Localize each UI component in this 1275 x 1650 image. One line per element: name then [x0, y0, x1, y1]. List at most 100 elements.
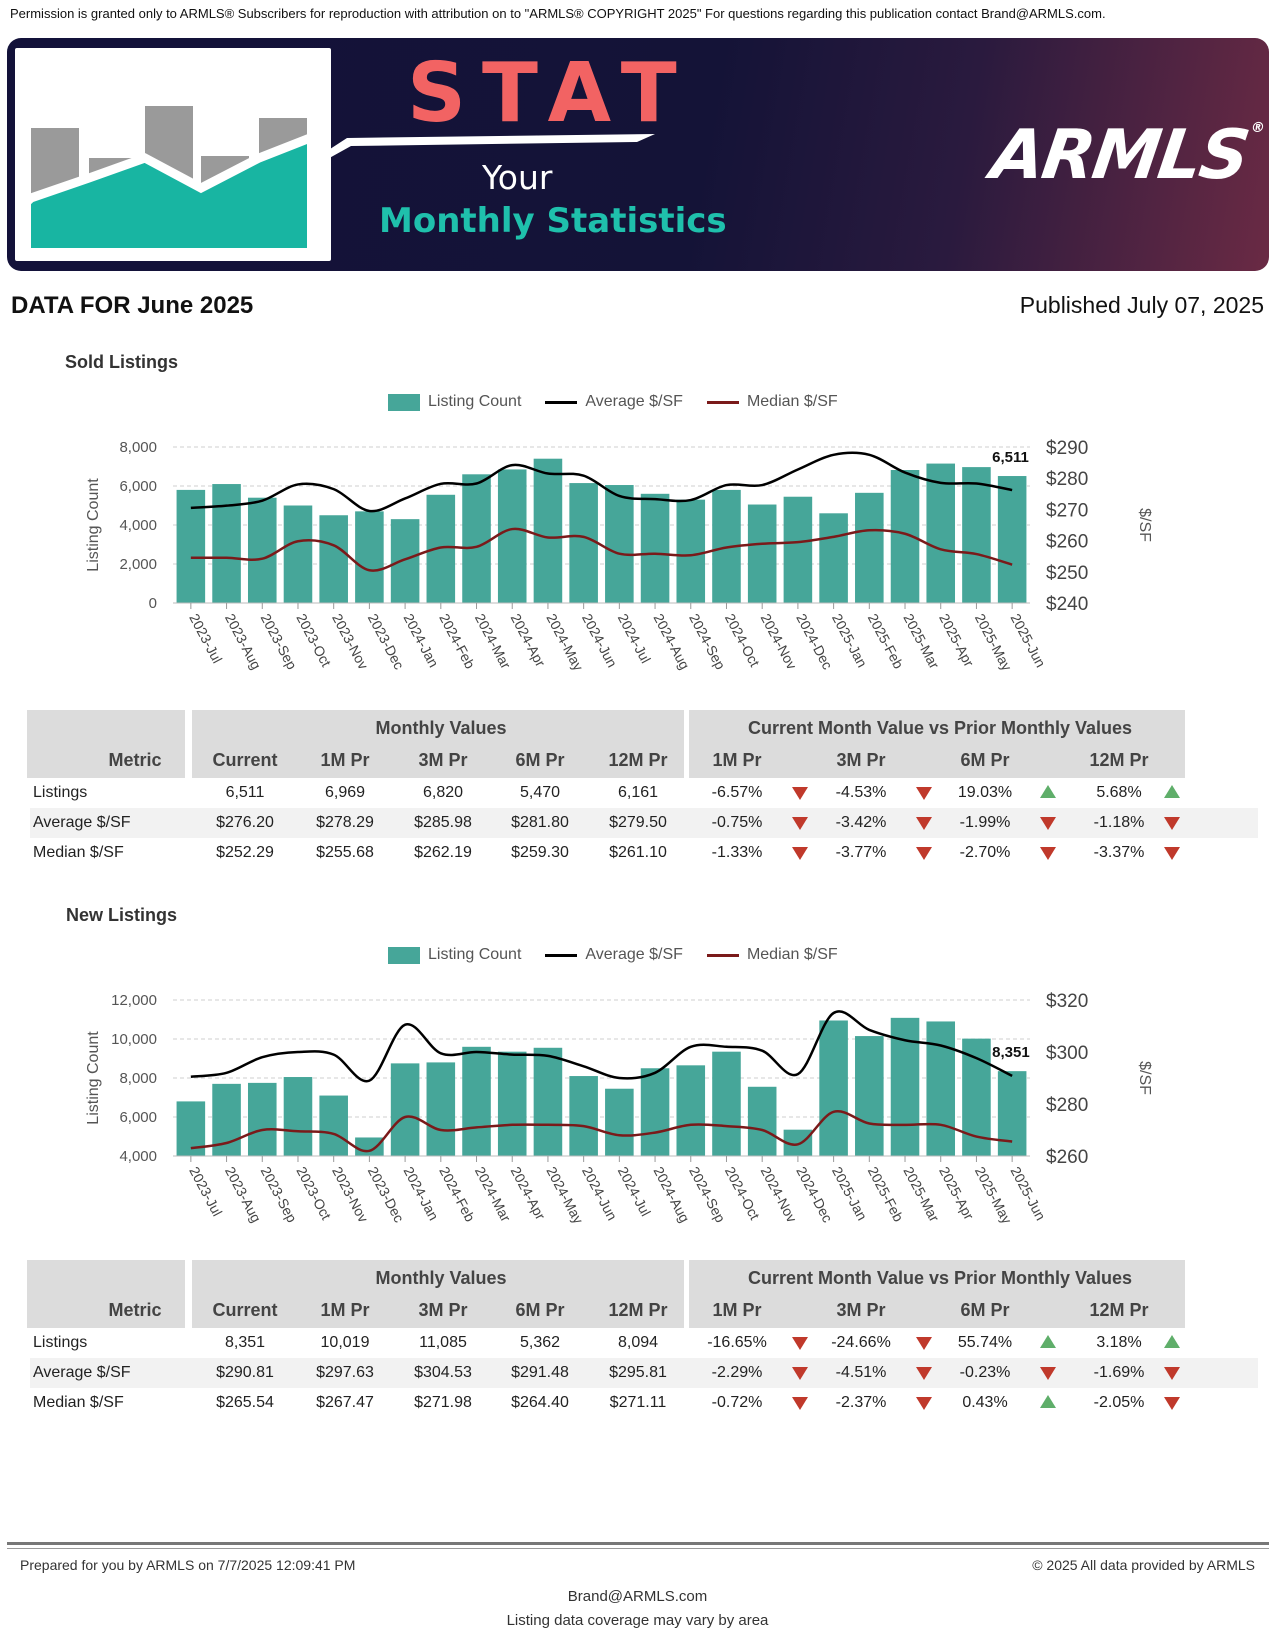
table-cell-c12: 5.68%: [1096, 784, 1142, 801]
x-tick-label: 2024-Feb: [436, 1164, 478, 1225]
bar: [819, 513, 848, 603]
table-row: Listings 6,511 6,969 6,820 5,470 6,161 -6.57% -…: [30, 778, 1258, 808]
column-header: Metric: [108, 750, 162, 770]
y2-tick-label: $270: [1046, 500, 1088, 521]
header-block: [27, 710, 185, 778]
table-cell-m3: $262.19: [414, 844, 472, 861]
coverage-note: Listing data coverage may vary by area: [506, 1612, 769, 1629]
x-tick-label: 2024-Apr: [508, 1164, 549, 1223]
x-tick-label: 2024-Jan: [400, 611, 442, 670]
armls-logo: ARMLS®: [986, 116, 1264, 195]
table-cell-c3: -3.42%: [835, 814, 887, 831]
table-cell-m3: $271.98: [414, 1394, 472, 1411]
chart-legend-sold: Listing Count Average $/SF Median $/SF: [388, 393, 862, 411]
column-header: 6M Pr: [515, 1300, 565, 1320]
bar: [426, 1062, 456, 1156]
arrow-down-icon: [1164, 1397, 1180, 1410]
y-tick-label: 4,000: [119, 1148, 157, 1165]
arrow-down-icon: [792, 1367, 808, 1380]
table-cell-metric: Average $/SF: [33, 814, 131, 831]
y-tick-label: 4,000: [119, 517, 157, 534]
table-cell-c6: -2.70%: [959, 844, 1011, 861]
y2-tick-label: $280: [1046, 469, 1088, 490]
y-tick-label: 6,000: [119, 478, 157, 495]
bar: [997, 1071, 1027, 1156]
table-cell-c12: -3.37%: [1093, 844, 1145, 861]
table-cell-m12: $261.10: [609, 844, 667, 861]
table-cell-metric: Listings: [33, 784, 88, 801]
y-tick-label: 6,000: [119, 1109, 157, 1126]
stat-title: STAT: [407, 46, 693, 141]
legend-median: Median $/SF: [706, 393, 838, 411]
table-cell-c12: -1.69%: [1093, 1364, 1145, 1381]
arrow-down-icon: [1164, 817, 1180, 830]
average-sf-line: [190, 451, 1013, 513]
y-tick-label: 0: [149, 595, 157, 612]
table-cell-current: $290.81: [216, 1364, 274, 1381]
bar: [319, 1095, 348, 1156]
table-cell-current: $252.29: [216, 844, 274, 861]
median-sf-line: [190, 527, 1013, 572]
table-cell-c6: -0.23%: [959, 1364, 1011, 1381]
bar: [247, 1082, 277, 1156]
x-tick-label: 2023-Jul: [186, 1164, 225, 1219]
table-cell-c1: -0.75%: [711, 814, 763, 831]
column-header: 1M Pr: [712, 750, 762, 770]
column-header: 1M Pr: [320, 1300, 370, 1320]
y-axis-label: Listing Count: [85, 478, 102, 572]
table-cell-c1: -6.57%: [711, 784, 763, 801]
contact-email[interactable]: Brand@ARMLS.com: [567, 1588, 708, 1605]
table-cell-m1: 10,019: [320, 1334, 370, 1351]
bar: [533, 458, 563, 603]
arrow-down-icon: [916, 847, 932, 860]
table-row: Average $/SF $276.20 $278.29 $285.98 $281.80…: [30, 808, 1258, 838]
footer-divider: [7, 1542, 1269, 1545]
bar: [247, 497, 277, 603]
column-header: 3M Pr: [836, 1300, 886, 1320]
table-cell-m1: $267.47: [316, 1394, 374, 1411]
legend-average: Average $/SF: [545, 946, 683, 964]
bar: [176, 489, 206, 603]
bar: [605, 1088, 634, 1156]
table-cell-c6: 19.03%: [957, 784, 1013, 801]
published-date: Published July 07, 2025: [1019, 292, 1264, 318]
bar: [319, 515, 348, 603]
legend-listing-count: Listing Count: [388, 946, 521, 964]
table-cell-m1: $297.63: [316, 1364, 374, 1381]
arrow-up-icon: [1040, 785, 1056, 798]
column-header: 6M Pr: [515, 750, 565, 770]
group-header-monthly: Monthly Values: [375, 1268, 507, 1288]
arrow-up-icon: [1040, 1395, 1056, 1408]
data-label-last: 6,511: [992, 449, 1029, 466]
banner-chart-logo: [11, 48, 331, 261]
permission-notice: Permission is granted only to ARMLS® Sub…: [10, 6, 1106, 21]
x-tick-label: 2025-Jan: [829, 611, 871, 670]
chart-legend-new: Listing Count Average $/SF Median $/SF: [388, 946, 862, 964]
arrow-down-icon: [1040, 1367, 1056, 1380]
arrow-up-icon: [1040, 1335, 1056, 1348]
table-cell-m6: $264.40: [511, 1394, 569, 1411]
legend-average: Average $/SF: [545, 393, 683, 411]
x-tick-label: 2024-Oct: [722, 611, 763, 669]
footer-divider-thin: [7, 1548, 1269, 1549]
arrow-down-icon: [1040, 847, 1056, 860]
x-tick-label: 2024-Nov: [758, 1164, 801, 1225]
x-tick-label: 2023-Oct: [293, 611, 334, 669]
bar-chart-logo-icon: [11, 106, 331, 248]
bar: [355, 511, 384, 603]
table-row: Median $/SF $252.29 $255.68 $262.19 $259.30 $…: [30, 838, 1258, 868]
header-block: [192, 1260, 684, 1328]
x-tick-label: 2025-Feb: [865, 611, 907, 672]
stat-banner: STAT Your Monthly Statistics ARMLS®: [7, 38, 1269, 271]
bar: [283, 505, 313, 603]
table-cell-current: $265.54: [216, 1394, 274, 1411]
y2-tick-label: $260: [1046, 1147, 1088, 1168]
table-cell-metric: Median $/SF: [33, 844, 124, 861]
table-cell-c6: 55.74%: [957, 1334, 1013, 1351]
column-header: 1M Pr: [712, 1300, 762, 1320]
table-cell-m3: $304.53: [414, 1364, 472, 1381]
column-header: Current: [212, 750, 278, 770]
arrow-down-icon: [1040, 817, 1056, 830]
x-tick-label: 2024-Aug: [650, 1164, 693, 1225]
prepared-note: Prepared for you by ARMLS on 7/7/2025 12…: [20, 1557, 356, 1573]
